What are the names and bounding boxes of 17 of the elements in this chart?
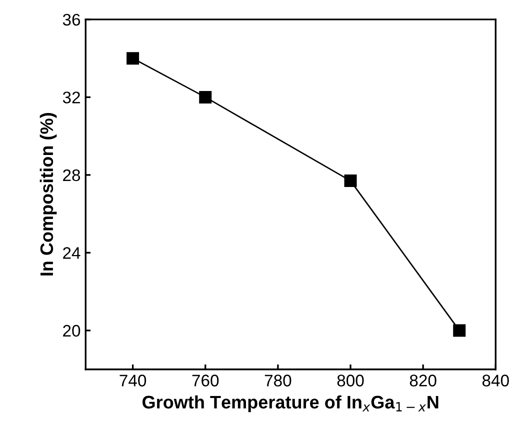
x-tick-label: 760 <box>192 374 219 386</box>
point <box>126 52 140 65</box>
y-tick-label: 20 <box>63 324 80 337</box>
y-tick-label: 32 <box>62 92 80 104</box>
point <box>199 90 212 104</box>
y-axis-title: In Composition (%) <box>40 113 57 276</box>
x-tick-label: 820 <box>410 374 436 386</box>
x-tick-label: 740 <box>120 374 146 386</box>
y-tick-label: 36 <box>62 14 80 26</box>
y-tick-label: 28 <box>63 169 80 182</box>
x-tick-label: 800 <box>337 374 364 386</box>
x-axis-title: Growth Temperature of In$_{x}$Ga$_{1−x}$N <box>142 395 438 412</box>
x-tick-label: 780 <box>264 374 292 386</box>
y-tick-label: 24 <box>63 247 80 259</box>
x-tick-label: 840 <box>482 374 509 386</box>
point <box>344 174 357 188</box>
point <box>453 324 466 337</box>
